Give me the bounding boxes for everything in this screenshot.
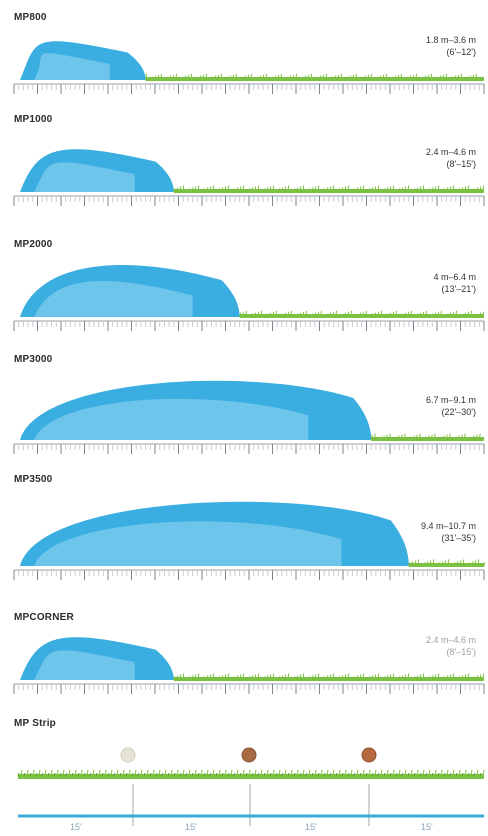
strip-segment-label-2: 15' bbox=[185, 822, 197, 832]
strip-grass bbox=[17, 769, 485, 779]
nozzle-panel-mpcorner: MPCORNER 2.4 m–4.6 m (8'–15') bbox=[0, 608, 488, 708]
range-metric: 1.8 m–3.6 m bbox=[425, 35, 476, 45]
spray-core bbox=[34, 521, 342, 566]
distance-ruler bbox=[13, 83, 485, 94]
nozzle-title: MP3500 bbox=[14, 474, 53, 485]
throw-range: 4 m–6.4 m (13'–21') bbox=[433, 271, 476, 295]
range-imperial: (6'–12') bbox=[446, 47, 476, 57]
range-imperial: (8'–15') bbox=[446, 647, 476, 657]
strip-head-middle bbox=[241, 747, 257, 763]
range-imperial: (13'–21') bbox=[441, 284, 476, 294]
distance-ruler bbox=[13, 195, 485, 206]
grass bbox=[239, 310, 485, 318]
throw-range: 2.4 m–4.6 m (8'–15') bbox=[426, 634, 476, 658]
distance-ruler bbox=[13, 320, 485, 331]
spray-diagram bbox=[13, 41, 485, 94]
mp-strip-diagram bbox=[17, 747, 485, 826]
spray-core bbox=[34, 398, 309, 440]
spray-core bbox=[34, 162, 135, 192]
spray-core bbox=[34, 53, 110, 80]
strip-segment-label-3: 15' bbox=[305, 822, 317, 832]
spray-diagram bbox=[13, 637, 485, 694]
strip-segment-label-4: 15' bbox=[421, 822, 433, 832]
grass bbox=[173, 673, 485, 681]
mp-strip-panel: MP Strip 15' 15' 15' 15' bbox=[0, 712, 488, 836]
range-imperial: (31'–35') bbox=[441, 533, 476, 543]
nozzle-title: MPCORNER bbox=[14, 612, 74, 623]
grass bbox=[408, 559, 486, 567]
range-imperial: (8'–15') bbox=[446, 159, 476, 169]
nozzle-panel-mp3500: MP3500 9.4 m–10.7 m (31'–35') bbox=[0, 470, 488, 594]
nozzle-panel-mp2000: MP2000 4 m–6.4 m (13'–21') bbox=[0, 235, 488, 345]
strip-head-left bbox=[120, 747, 136, 763]
range-metric: 2.4 m–4.6 m bbox=[425, 147, 476, 157]
nozzle-title: MP1000 bbox=[14, 114, 53, 125]
spray-diagram bbox=[13, 501, 486, 580]
strip-segment-label-1: 15' bbox=[70, 822, 82, 832]
distance-ruler bbox=[13, 683, 485, 694]
grass bbox=[370, 433, 484, 441]
range-imperial: (22'–30') bbox=[441, 407, 476, 417]
strip-head-right bbox=[361, 747, 377, 763]
spray-core bbox=[34, 280, 193, 317]
spray-diagram bbox=[13, 265, 485, 331]
nozzle-panel-mp1000: MP1000 2.4 m–4.6 m (8'–15') bbox=[0, 110, 488, 220]
spray-diagram bbox=[13, 149, 485, 206]
nozzle-panel-mp800: MP800 1.8 m–3.6 m (6'–12') bbox=[0, 8, 488, 108]
nozzle-title: MP3000 bbox=[14, 354, 53, 365]
distance-ruler bbox=[13, 443, 485, 454]
nozzle-title: MP800 bbox=[14, 12, 47, 23]
grass bbox=[173, 185, 485, 193]
throw-range: 2.4 m–4.6 m (8'–15') bbox=[426, 146, 476, 170]
range-metric: 4 m–6.4 m bbox=[433, 272, 476, 282]
grass bbox=[145, 73, 484, 81]
spray-core bbox=[34, 650, 135, 680]
mp-strip-title: MP Strip bbox=[14, 718, 56, 729]
spray-diagram bbox=[13, 380, 485, 454]
range-metric: 6.7 m–9.1 m bbox=[425, 395, 476, 405]
range-metric: 2.4 m–4.6 m bbox=[425, 635, 476, 645]
range-metric: 9.4 m–10.7 m bbox=[420, 521, 476, 531]
throw-range: 1.8 m–3.6 m (6'–12') bbox=[426, 34, 476, 58]
throw-range: 6.7 m–9.1 m (22'–30') bbox=[426, 394, 476, 418]
nozzle-title: MP2000 bbox=[14, 239, 53, 250]
distance-ruler bbox=[13, 569, 485, 580]
throw-range: 9.4 m–10.7 m (31'–35') bbox=[421, 520, 476, 544]
nozzle-panel-mp3000: MP3000 6.7 m–9.1 m (22'–30') bbox=[0, 350, 488, 468]
